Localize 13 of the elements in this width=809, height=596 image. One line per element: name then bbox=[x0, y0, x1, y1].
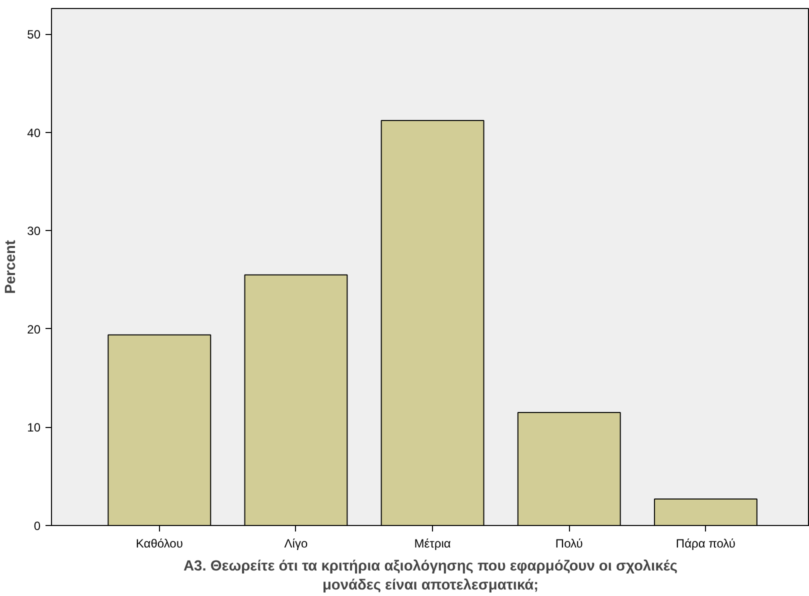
x-tick-label: Πολύ bbox=[555, 536, 583, 550]
y-tick-label: 50 bbox=[27, 28, 41, 42]
x-tick-label: Πάρα πολύ bbox=[676, 536, 736, 550]
x-tick-label: Λίγο bbox=[284, 536, 308, 550]
x-tick-label: Μέτρια bbox=[414, 536, 451, 550]
y-tick-label: 0 bbox=[34, 519, 41, 533]
y-tick-label: 10 bbox=[27, 420, 41, 435]
y-tick-label: 40 bbox=[27, 126, 41, 140]
y-tick-label: 20 bbox=[27, 322, 41, 336]
x-axis-title: Α3. Θεωρείτε ότι τα κριτήρια αξιολόγησης που εφαρμόζουν οι σχολικές μονάδες είναι αποτελεσματικά; bbox=[183, 558, 678, 594]
y-tick-label: 30 bbox=[27, 224, 41, 238]
y-axis-title: Percent bbox=[3, 240, 20, 294]
x-tick-label: Καθόλου bbox=[136, 536, 183, 550]
